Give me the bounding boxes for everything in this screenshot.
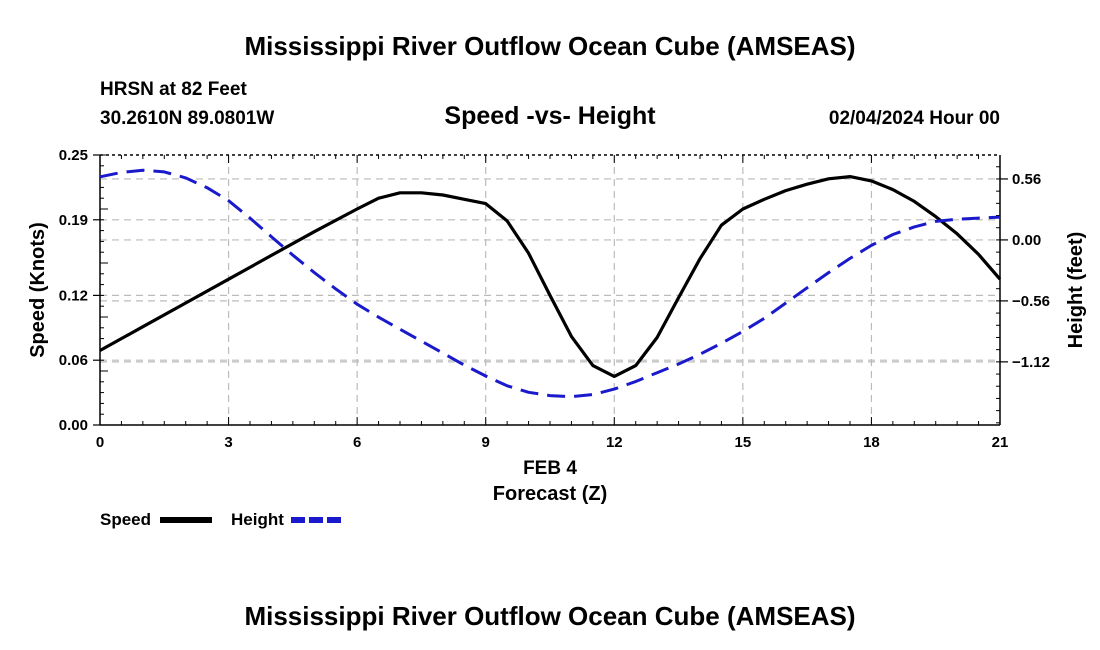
series-layer [99, 168, 1002, 399]
x-tick-label-6: 18 [863, 434, 880, 451]
x-tick-label-4: 12 [606, 434, 623, 451]
x-tick-label-3: 9 [482, 434, 490, 451]
legend: Speed Height [100, 510, 343, 529]
x-tick-label-0: 0 [96, 434, 104, 451]
grid-lines [100, 155, 1000, 425]
y-left-tick-label-3: 0.19 [59, 212, 88, 229]
x-tick-label-2: 6 [353, 434, 361, 451]
y-axis-right-label: Height (feet) [1065, 232, 1087, 349]
x-tick-label-7: 21 [992, 434, 1009, 451]
legend-speed-label: Speed [100, 510, 151, 529]
y-left-tick-label-4: 0.25 [59, 147, 88, 164]
x-sublabel: FEB 4 [523, 458, 577, 479]
x-tick-label-5: 15 [735, 434, 752, 451]
footer-title: Mississippi River Outflow Ocean Cube (AM… [244, 601, 855, 631]
date-label: 02/04/2024 Hour 00 [829, 108, 1000, 129]
chart-title: Mississippi River Outflow Ocean Cube (AM… [244, 31, 855, 61]
station-label: HRSN at 82 Feet [100, 79, 247, 100]
y-axis-left: 0.00 0.06 0.12 0.19 0.25 [59, 147, 108, 434]
y-left-tick-label-2: 0.12 [59, 287, 88, 304]
y-right-tick-label-3: −1.12 [1012, 354, 1050, 371]
plot-frame [99, 154, 1001, 426]
x-axis: 0 3 6 9 12 15 18 21 [96, 155, 1009, 451]
y-axis-right: 0.56 0.00 −0.56 −1.12 [996, 166, 1050, 424]
y-right-tick-label-1: 0.00 [1012, 232, 1041, 249]
y-right-tick-label-0: 0.56 [1012, 171, 1041, 188]
series-line-height [99, 168, 1001, 399]
series-line-speed [99, 175, 1002, 378]
coords-label: 30.2610N 89.0801W [100, 108, 274, 129]
legend-height-label: Height [231, 510, 284, 529]
y-left-tick-label-0: 0.00 [59, 417, 88, 434]
y-left-tick-label-1: 0.06 [59, 352, 88, 369]
x-axis-label: Forecast (Z) [493, 483, 607, 505]
x-tick-label-1: 3 [224, 434, 232, 451]
y-right-tick-label-2: −0.56 [1012, 293, 1050, 310]
chart-subtitle: Speed -vs- Height [444, 102, 656, 130]
y-axis-left-label: Speed (Knots) [27, 222, 49, 358]
